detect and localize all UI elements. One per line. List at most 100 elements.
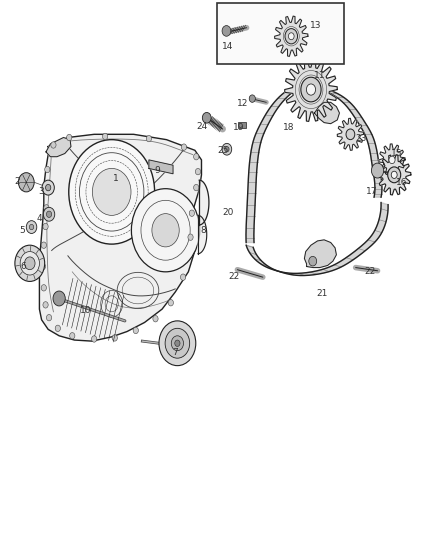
Text: 24: 24 [197,123,208,131]
Polygon shape [246,87,300,243]
Circle shape [391,171,397,179]
Circle shape [153,316,158,322]
Text: 14: 14 [222,43,233,51]
Text: 12: 12 [237,99,249,108]
Circle shape [18,173,34,192]
Circle shape [371,163,384,178]
Text: 2: 2 [15,177,20,185]
Circle shape [51,142,56,148]
Text: 4: 4 [37,214,42,223]
Circle shape [92,168,131,215]
Circle shape [202,112,211,123]
Circle shape [46,211,52,217]
Polygon shape [321,90,382,197]
Circle shape [195,168,201,175]
Text: 8: 8 [201,226,207,235]
Polygon shape [246,203,388,276]
Circle shape [15,245,45,281]
Circle shape [180,274,186,280]
Text: 17: 17 [366,188,377,196]
Text: 15: 15 [391,149,402,158]
Circle shape [133,327,138,334]
Polygon shape [199,180,209,225]
Circle shape [29,224,34,230]
Polygon shape [314,102,339,124]
Circle shape [152,214,179,247]
Circle shape [225,147,229,152]
Circle shape [388,169,394,177]
Text: 22: 22 [364,268,376,276]
Circle shape [43,207,55,221]
Circle shape [165,328,190,358]
Circle shape [289,33,294,39]
Polygon shape [149,160,173,174]
Circle shape [194,184,199,191]
Polygon shape [39,134,201,341]
Circle shape [25,257,35,270]
Polygon shape [378,155,411,195]
Circle shape [20,252,39,275]
Circle shape [43,302,48,308]
Text: 1: 1 [113,174,119,183]
Text: 20: 20 [222,208,233,216]
Polygon shape [304,240,336,268]
Circle shape [159,321,196,366]
Circle shape [194,154,199,160]
Bar [217,3,344,64]
Text: 16: 16 [396,178,408,187]
Circle shape [181,144,187,150]
Polygon shape [337,118,364,150]
Text: 11: 11 [314,71,325,80]
Circle shape [189,210,194,216]
Polygon shape [285,58,337,122]
Circle shape [171,336,184,351]
Text: 7: 7 [172,349,178,357]
Circle shape [46,314,52,321]
Polygon shape [275,16,308,56]
Circle shape [43,184,49,191]
Text: 21: 21 [316,289,328,297]
Polygon shape [46,138,71,157]
Circle shape [222,26,231,36]
FancyBboxPatch shape [238,122,246,128]
Circle shape [346,129,355,140]
Text: 5: 5 [19,226,25,235]
Text: 23: 23 [356,134,367,143]
Circle shape [306,84,315,95]
Circle shape [222,143,232,155]
Circle shape [41,242,46,248]
Circle shape [67,134,72,141]
Circle shape [46,184,51,191]
Text: 25: 25 [218,146,229,155]
Circle shape [168,300,173,306]
Circle shape [175,340,180,346]
Text: 6: 6 [20,262,26,271]
Circle shape [188,234,193,240]
Circle shape [43,223,48,230]
Circle shape [41,285,46,291]
Circle shape [53,291,65,306]
Text: 9: 9 [155,166,161,175]
Circle shape [92,336,97,342]
Circle shape [249,95,255,102]
Text: 13: 13 [310,21,321,30]
Circle shape [388,167,401,183]
Text: 10: 10 [80,306,91,314]
Circle shape [309,256,317,266]
Circle shape [26,221,37,233]
Text: 22: 22 [229,272,240,280]
Text: 3: 3 [39,188,45,196]
Circle shape [389,156,395,164]
Circle shape [69,140,155,244]
Circle shape [55,325,60,332]
Circle shape [44,205,49,211]
Circle shape [131,189,200,272]
Circle shape [45,166,50,173]
Polygon shape [379,144,405,176]
Text: 19: 19 [233,124,244,132]
Circle shape [40,263,46,270]
Polygon shape [198,215,207,254]
Circle shape [42,180,54,195]
Circle shape [70,333,75,339]
Circle shape [285,29,297,44]
